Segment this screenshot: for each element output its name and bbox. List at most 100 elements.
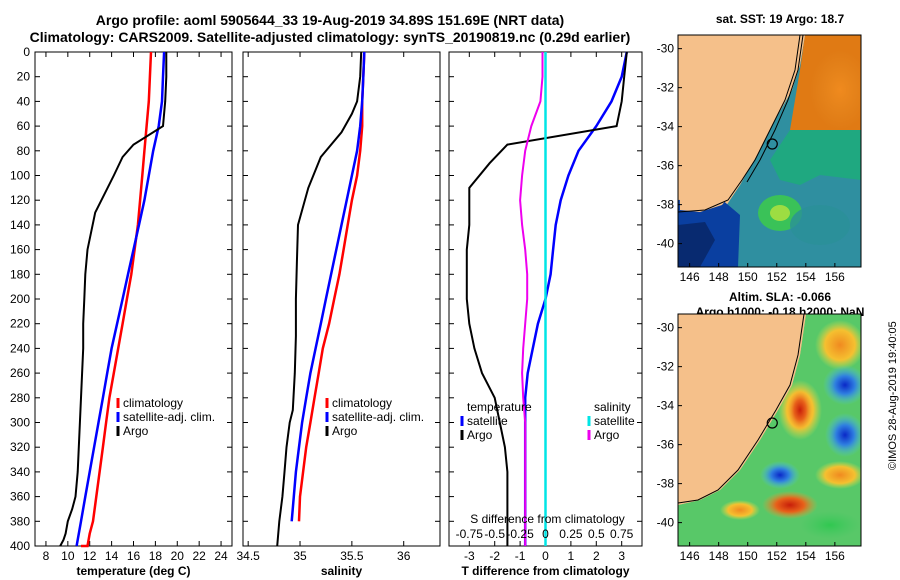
lat-tick-label: -36 (657, 438, 675, 452)
y-tick-label: 220 (10, 317, 30, 331)
lat-tick-label: -32 (657, 81, 675, 95)
lon-tick-label: 150 (738, 549, 758, 563)
lon-tick-label: 150 (738, 270, 758, 284)
sst-map-image (678, 35, 861, 267)
lon-tick-label: 148 (709, 270, 729, 284)
legend-label: Argo (467, 428, 493, 442)
lat-tick-label: -30 (657, 42, 675, 56)
lat-tick-label: -40 (657, 516, 675, 530)
figure-title-line-1: Argo profile: aoml 5905644_33 19-Aug-201… (95, 12, 565, 28)
legend-label: Argo (332, 424, 358, 438)
series-line-climatology (81, 51, 153, 548)
y-tick-label: 20 (17, 70, 31, 84)
y-tick-label: 300 (10, 416, 30, 430)
y-tick-label: 180 (10, 267, 30, 281)
y-tick-label: 120 (10, 193, 30, 207)
legend-label: satellite (467, 414, 508, 428)
sst-map-axes: 146 148 150 152 154 156 -30 -32 -34 -36 -38 -40 (657, 42, 846, 284)
x2-tick-label: -0.5 (484, 527, 505, 541)
legend-label: climatology (332, 396, 392, 410)
series-line-t-argo (465, 51, 628, 546)
y-tick-label: 140 (10, 218, 30, 232)
series-line-s-argo (519, 52, 544, 546)
y-tick-label: 280 (10, 391, 30, 405)
temperature-panel: 8 10 12 14 16 18 20 22 2402040608010012014016018… (10, 45, 233, 578)
y-tick-label: 400 (10, 539, 30, 553)
x-tick-label: 10 (61, 549, 75, 563)
x-tick-label: 0 (542, 549, 549, 563)
lat-tick-label: -40 (657, 237, 675, 251)
y-tick-label: 0 (23, 45, 30, 59)
lat-tick-label: -34 (657, 399, 675, 413)
x2-tick-label: -0.75 (456, 527, 484, 541)
salinity-frame (242, 51, 441, 547)
x-tick-label: 2 (593, 549, 600, 563)
lat-tick-label: -32 (657, 360, 675, 374)
y-tick-label: 380 (10, 514, 30, 528)
x2-tick-label: 0 (542, 527, 549, 541)
x2-tick-label: 0.25 (559, 527, 583, 541)
x-tick-label: 16 (127, 549, 141, 563)
series-line-satellite-adj-clim- (75, 51, 166, 547)
series-line-climatology (297, 51, 366, 522)
lat-tick-label: -34 (657, 120, 675, 134)
difference-panel: -3 -2 -1 0 1 2 3T difference from climatology (448, 51, 643, 578)
y-tick-label: 260 (10, 366, 30, 380)
y-tick-label: 360 (10, 490, 30, 504)
x-tick-label: 34.5 (237, 549, 261, 563)
x-tick-label: 1 (568, 549, 575, 563)
sst-map-frame (677, 34, 862, 268)
figure-title-line-2: Climatology: CARS2009. Satellite-adjuste… (29, 29, 631, 45)
lon-tick-label: 154 (796, 549, 816, 563)
legend-title-temperature: temperature (467, 400, 532, 414)
legend-label: climatology (123, 396, 183, 410)
salinity-panel: 34.5 35 35.5 36 salinity (237, 51, 441, 578)
lat-tick-label: -38 (657, 477, 675, 491)
lon-tick-label: 146 (680, 549, 700, 563)
x-tick-label: -3 (464, 549, 475, 563)
x2-tick-label: 0.75 (610, 527, 634, 541)
x-tick-label: 22 (192, 549, 206, 563)
series-line-argo (59, 52, 168, 547)
legend-label: Argo (594, 428, 620, 442)
lon-tick-label: 156 (825, 270, 845, 284)
y-tick-label: 60 (17, 119, 31, 133)
difference-xlabel: T difference from climatology (461, 564, 629, 578)
y-tick-label: 240 (10, 341, 30, 355)
sst-float-marker (766, 138, 778, 150)
y-tick-label: 80 (17, 144, 31, 158)
x-tick-label: 18 (149, 549, 163, 563)
x-tick-label: 20 (171, 549, 185, 563)
sla-map-title-1: Altim. SLA: -0.066 (728, 290, 832, 304)
y-tick-label: 40 (17, 94, 31, 108)
lat-tick-label: -38 (657, 198, 675, 212)
sst-map-title: sat. SST: 19 Argo: 18.7 (715, 12, 845, 26)
legend-title-salinity: salinity (594, 400, 631, 414)
salinity-xlabel: salinity (321, 564, 363, 578)
lat-tick-label: -36 (657, 159, 675, 173)
y-tick-label: 320 (10, 440, 30, 454)
lon-tick-label: 152 (767, 270, 787, 284)
legend-label: satellite-adj. clim. (332, 410, 424, 424)
temperature-xlabel: temperature (deg C) (76, 564, 190, 578)
y-tick-label: 160 (10, 243, 30, 257)
x-tick-label: 24 (214, 549, 228, 563)
lon-tick-label: 152 (767, 549, 787, 563)
legend-label: satellite-adj. clim. (123, 410, 215, 424)
lon-tick-label: 148 (709, 549, 729, 563)
lon-tick-label: 146 (680, 270, 700, 284)
y-tick-label: 340 (10, 465, 30, 479)
series-line-satellite-adj-clim- (290, 51, 366, 522)
legend-label: satellite (594, 414, 635, 428)
lon-tick-label: 156 (825, 549, 845, 563)
sla-map-image (678, 314, 861, 546)
sla-map-axes: 146 148 150 152 154 156 -30 -32 -34 -36 -38 -40 (657, 321, 846, 563)
y-tick-label: 100 (10, 169, 30, 183)
difference-x2label: S difference from climatology (470, 512, 625, 526)
x2-tick-label: 0.5 (588, 527, 605, 541)
series-line-argo (276, 51, 363, 547)
temperature-frame (34, 51, 233, 547)
x-tick-label: 35 (293, 549, 307, 563)
x-tick-label: 12 (83, 549, 97, 563)
